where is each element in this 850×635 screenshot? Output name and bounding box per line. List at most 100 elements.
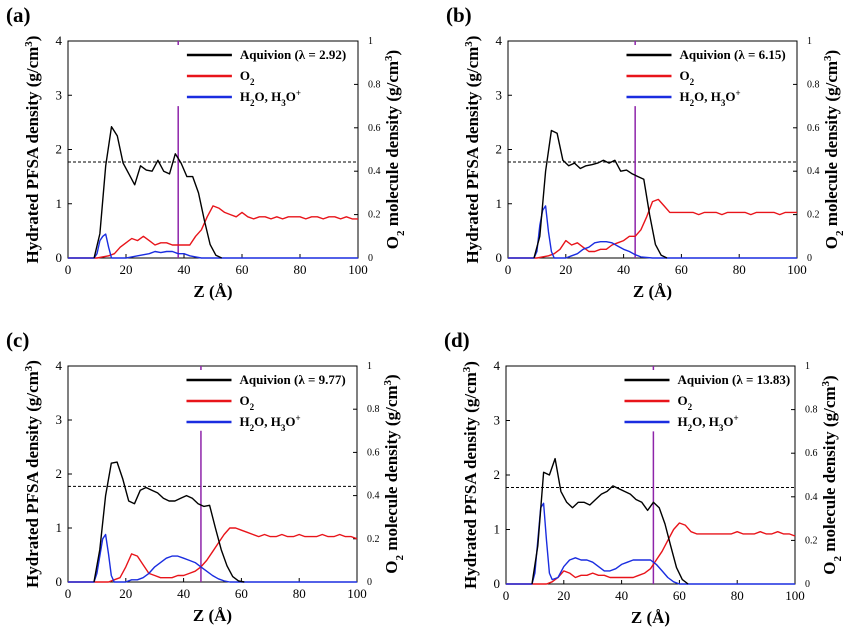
series-line-water — [68, 533, 357, 583]
legend-label-aquivion: Aquivion (λ = 13.83) — [677, 372, 790, 387]
series-line-o2 — [68, 527, 358, 583]
y-right-tick-label: 0.6 — [807, 123, 820, 134]
y-right-tick-label: 0.6 — [805, 448, 818, 459]
y-right-tick-label: 0.2 — [367, 534, 380, 545]
y-left-tick-label: 2 — [56, 466, 63, 481]
y-left-tick-label: 4 — [496, 33, 503, 48]
x-tick-label: 60 — [673, 588, 686, 603]
y-left-tick-label: 0 — [494, 576, 501, 591]
x-tick-label: 40 — [617, 262, 630, 277]
x-tick-label: 0 — [65, 262, 72, 277]
x-tick-label: 20 — [120, 262, 133, 277]
panel-label: (a) — [6, 3, 31, 27]
y-left-tick-label: 1 — [494, 522, 501, 537]
y-right-axis-label: O2 molecule density (g/cm3) — [822, 50, 846, 249]
legend-label-aquivion: Aquivion (λ = 6.15) — [679, 47, 785, 62]
y-right-tick-label: 0.2 — [805, 535, 818, 546]
x-axis-label: Z (Å) — [631, 608, 670, 627]
legend-label-water: H2O, H3O+ — [679, 88, 740, 108]
series-line-water — [506, 502, 795, 585]
x-tick-label: 80 — [733, 262, 746, 277]
plot-frame — [67, 40, 359, 259]
x-tick-label: 100 — [785, 588, 805, 603]
y-left-tick-label: 4 — [56, 358, 63, 373]
x-tick-label: 40 — [615, 588, 628, 603]
y-right-tick-label: 0.4 — [805, 492, 818, 503]
x-tick-label: 20 — [119, 586, 132, 601]
series-line-aquivion — [533, 129, 668, 259]
y-right-tick-label: 0 — [368, 253, 373, 264]
y-left-axis-label: Hydrated PFSA density (g/cm3) — [23, 36, 42, 264]
y-right-tick-label: 0 — [807, 253, 812, 264]
x-tick-label: 40 — [177, 586, 190, 601]
y-left-tick-label: 2 — [494, 467, 501, 482]
y-left-tick-label: 3 — [496, 87, 503, 102]
x-tick-label: 100 — [787, 262, 807, 277]
panel-label: (d) — [444, 328, 470, 352]
y-right-tick-label: 1 — [805, 361, 810, 372]
legend-label-water: H2O, H3O+ — [240, 88, 301, 108]
y-left-tick-label: 4 — [56, 33, 63, 48]
y-right-tick-label: 0.2 — [807, 210, 820, 221]
y-right-tick-label: 1 — [807, 36, 812, 47]
legend-label-o2: O2 — [239, 393, 254, 412]
panel-label: (b) — [446, 3, 472, 27]
x-tick-label: 40 — [178, 262, 191, 277]
x-axis-label: Z (Å) — [193, 606, 232, 625]
x-tick-label: 0 — [505, 262, 512, 277]
series-line-o2 — [508, 198, 797, 259]
y-right-tick-label: 1 — [368, 36, 373, 47]
chart-panel: (a)0 20 40 60 80 1000123400.20.40.60.81Hydrat… — [6, 3, 407, 301]
series-line-aquivion — [93, 461, 245, 583]
y-left-tick-label: 1 — [56, 196, 63, 211]
x-axis-label: Z (Å) — [633, 282, 672, 301]
x-tick-label: 100 — [348, 262, 368, 277]
series-line-o2 — [506, 522, 796, 585]
y-right-tick-label: 0.4 — [807, 166, 820, 177]
panel-label: (c) — [6, 328, 29, 352]
x-tick-label: 0 — [503, 588, 510, 603]
x-tick-label: 20 — [557, 588, 570, 603]
y-left-tick-label: 0 — [496, 250, 503, 265]
series-line-water — [68, 233, 358, 259]
chart-panel: (c)0 20 40 60 80 1000123400.20.40.60.81Hydrat… — [6, 328, 406, 625]
y-right-axis-label: O2 molecule density (g/cm3) — [383, 50, 407, 249]
series-line-aquivion — [531, 457, 689, 585]
y-right-axis-label: O2 molecule density (g/cm3) — [382, 374, 406, 573]
legend-label-o2: O2 — [677, 393, 692, 412]
y-right-tick-label: 0.8 — [807, 79, 820, 90]
legend-label-o2: O2 — [679, 68, 694, 87]
x-tick-label: 80 — [293, 586, 306, 601]
x-tick-label: 20 — [559, 262, 572, 277]
y-left-tick-label: 0 — [56, 250, 63, 265]
chart-panel: (d)0 20 40 60 80 1000123400.20.40.60.81Hydrat… — [444, 328, 844, 627]
y-right-tick-label: 0.8 — [367, 404, 380, 415]
x-axis-label: Z (Å) — [193, 282, 232, 301]
y-left-tick-label: 3 — [494, 413, 501, 428]
y-left-tick-label: 2 — [496, 142, 503, 157]
x-tick-label: 60 — [236, 262, 249, 277]
x-tick-label: 80 — [731, 588, 744, 603]
plot-frame — [67, 365, 358, 583]
x-tick-label: 100 — [347, 586, 367, 601]
y-right-tick-label: 1 — [367, 361, 372, 372]
y-right-tick-label: 0.8 — [368, 79, 381, 90]
y-left-axis-label: Hydrated PFSA density (g/cm3) — [23, 360, 42, 588]
y-left-tick-label: 0 — [56, 574, 63, 589]
chart-panel: (b)0 20 40 60 80 1000123400.20.40.60.81Hydrat… — [446, 3, 846, 301]
series-line-o2 — [68, 205, 358, 259]
plot-frame — [507, 40, 798, 259]
legend-label-water: H2O, H3O+ — [677, 413, 738, 433]
y-left-tick-label: 4 — [494, 358, 501, 373]
series-line-water — [508, 205, 797, 259]
y-right-tick-label: 0.4 — [368, 166, 381, 177]
y-right-tick-label: 0.6 — [368, 123, 381, 134]
legend-label-water: H2O, H3O+ — [239, 413, 300, 433]
y-left-tick-label: 2 — [56, 142, 63, 157]
y-left-tick-label: 3 — [56, 87, 63, 102]
y-right-tick-label: 0.4 — [367, 491, 380, 502]
x-tick-label: 80 — [294, 262, 307, 277]
y-right-tick-label: 0 — [805, 579, 810, 590]
y-right-axis-label: O2 molecule density (g/cm3) — [820, 375, 844, 574]
